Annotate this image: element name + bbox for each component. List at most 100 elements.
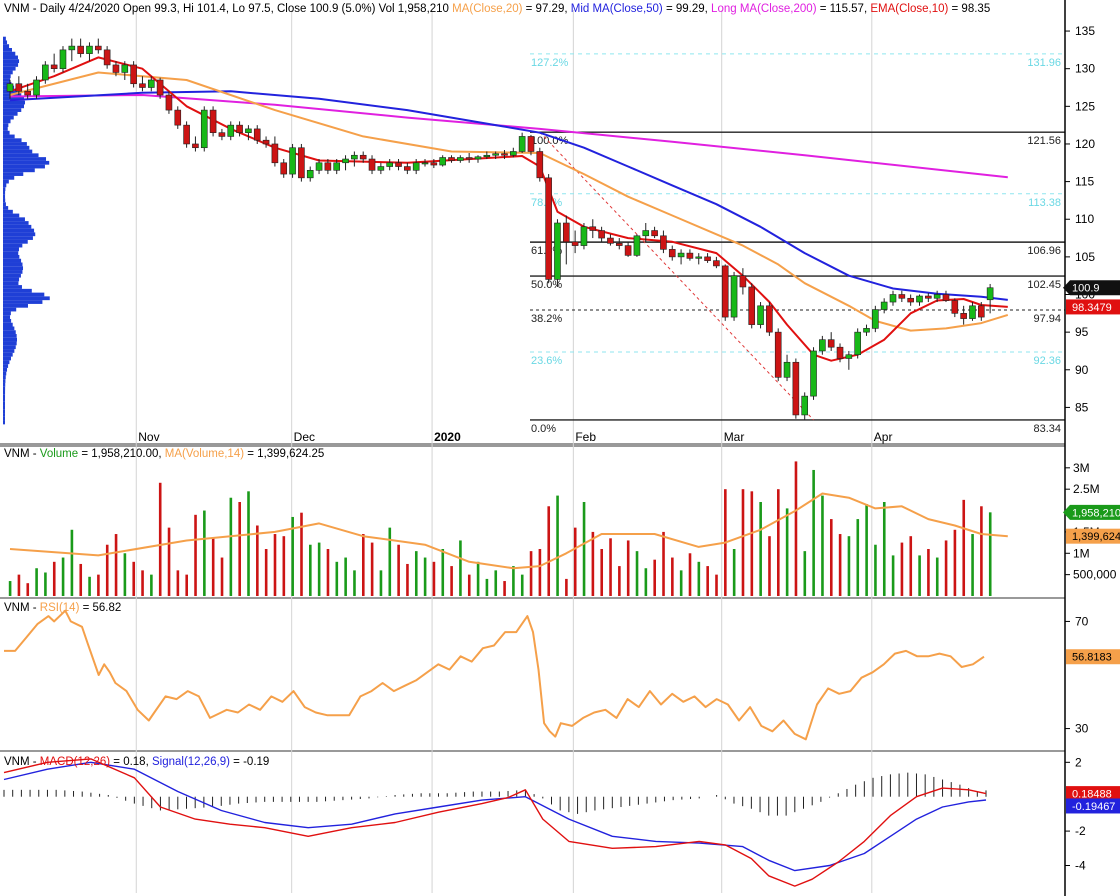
- volume-header-part: = 1,399,624.25: [244, 448, 324, 460]
- volume-profile-bar: [3, 115, 14, 120]
- volume-profile-bar: [3, 401, 6, 406]
- volume-bar: [406, 563, 409, 596]
- volume-profile-bar: [3, 296, 50, 301]
- volume-bar: [900, 542, 904, 596]
- macd-signal-line: [3, 761, 987, 872]
- volume-bar: [291, 516, 294, 596]
- price-header-part: Long MA(Close,200): [711, 3, 817, 15]
- volume-bar: [105, 544, 109, 596]
- fib-trend-line: [539, 131, 814, 421]
- volume-bar: [635, 551, 639, 596]
- volume-ma-tag: 1,399,624: [1072, 531, 1120, 543]
- fib-value-label: 102.45: [1027, 279, 1061, 291]
- volume-profile-bar: [3, 119, 11, 124]
- candle-body: [156, 79, 164, 96]
- volume-bar: [370, 542, 374, 596]
- volume-bar: [591, 531, 595, 596]
- candle-body: [854, 331, 861, 356]
- volume-bar: [88, 576, 91, 596]
- candle-body: [439, 157, 446, 166]
- volume-profile-bar: [3, 179, 9, 184]
- candle-body: [562, 222, 570, 243]
- volume-bar: [988, 512, 992, 596]
- candle-body: [518, 136, 526, 152]
- volume-profile-bar: [3, 379, 6, 383]
- volume-bar: [282, 536, 286, 596]
- fib-value-label: 113.38: [1028, 197, 1061, 209]
- candle-body: [6, 83, 14, 92]
- macd-value-tag-bg: [1066, 786, 1120, 802]
- candle-body: [448, 157, 455, 161]
- volume-profile-bar: [3, 111, 18, 116]
- price-tick-label: 120: [1075, 137, 1095, 151]
- candle-body: [933, 294, 941, 299]
- volume-bar: [829, 519, 833, 596]
- volume-profile-bar: [3, 228, 35, 233]
- candle-body: [351, 154, 358, 160]
- volume-profile-bar: [3, 285, 22, 289]
- volume-profile-bar: [3, 382, 6, 387]
- candle-body: [633, 235, 641, 256]
- candle-body: [615, 243, 623, 246]
- x-tick-label: Feb: [575, 430, 596, 444]
- candle-body: [15, 83, 23, 92]
- candle-body: [951, 300, 959, 314]
- fib-level-label: 23.6%: [531, 355, 562, 367]
- volume-bar: [838, 534, 842, 596]
- price-header-part: VNM - Daily 4/24/2020 Open 99.3, Hi 101.…: [4, 3, 452, 15]
- close-price-tag-bg: [1063, 280, 1120, 296]
- axes: 135130125120115110105100959085NovDec2020…: [138, 0, 1120, 896]
- volume-ma-tag-bg: [1066, 528, 1120, 544]
- volume-profile-bar: [3, 134, 15, 139]
- volume-bar: [573, 527, 577, 596]
- volume-profile-bar: [3, 168, 35, 173]
- candle-body: [245, 128, 252, 133]
- volume-profile-bar: [3, 149, 33, 154]
- volume-profile-bar: [3, 239, 28, 244]
- volume-profile-bar: [3, 349, 15, 353]
- candle-body: [465, 157, 473, 160]
- candle-body: [554, 222, 561, 280]
- volume-bar: [353, 570, 356, 596]
- volume-profile-bar: [3, 413, 6, 417]
- volume-profile-bar: [3, 364, 9, 368]
- volume-profile-bar: [3, 40, 8, 45]
- candle-body: [262, 139, 270, 145]
- volume-profile-bar: [3, 74, 11, 79]
- rsi-series: [4, 609, 985, 741]
- candle-body: [386, 162, 393, 167]
- volume-profile-bar: [3, 337, 18, 342]
- volume-profile-bar: [3, 356, 11, 361]
- rsi-tick-label: 70: [1075, 614, 1089, 628]
- volume-profile-bar: [3, 123, 9, 128]
- volume-profile-bar: [3, 254, 20, 259]
- volume-bar: [441, 549, 445, 596]
- fib-value-label: 97.94: [1033, 313, 1061, 325]
- volume-bar: [423, 557, 427, 596]
- volume-bar: [35, 568, 38, 596]
- volume-bar: [229, 497, 233, 596]
- volume-profile-bar: [3, 164, 45, 169]
- candle-body: [50, 64, 58, 69]
- volume-profile-bar: [3, 322, 13, 327]
- volume-bar: [70, 529, 74, 596]
- volume-bar: [812, 469, 815, 596]
- volume-bar: [132, 561, 136, 596]
- price-tick-label: 125: [1075, 99, 1095, 113]
- volume-bar: [450, 566, 453, 596]
- volume-bar: [503, 581, 506, 596]
- candle-body: [925, 295, 932, 299]
- volume-bar: [247, 491, 250, 596]
- candle-body: [598, 230, 605, 239]
- volume-bar: [309, 544, 312, 596]
- volume-profile-bar: [3, 153, 39, 158]
- volume-profile-bar: [3, 262, 23, 267]
- volume-bar: [688, 553, 692, 596]
- volume-bar: [273, 534, 277, 596]
- signal-value-tag-bg: [1066, 798, 1120, 814]
- candle-body: [819, 339, 826, 352]
- candle-body: [492, 153, 499, 156]
- candle-body: [510, 151, 517, 156]
- candle-body: [739, 275, 747, 288]
- ma20-line: [9, 71, 1009, 332]
